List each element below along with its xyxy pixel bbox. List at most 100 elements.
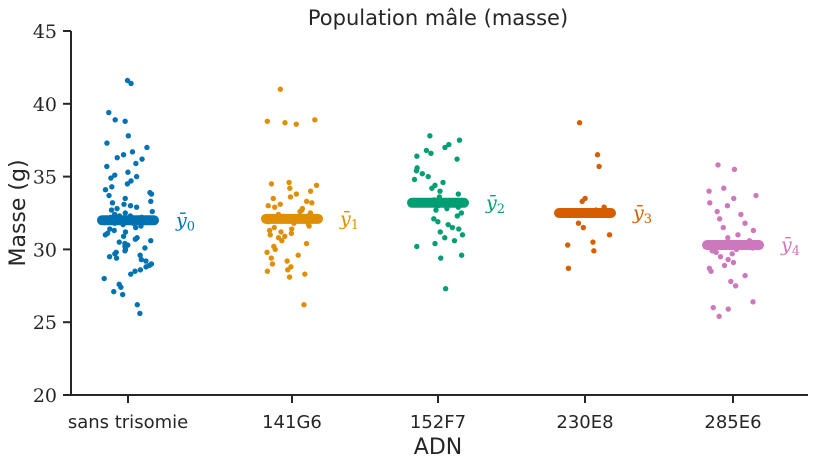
data-point [596,163,602,170]
data-point [139,156,145,162]
data-point [114,154,120,161]
data-point [127,203,134,209]
data-point [442,144,448,151]
data-point [313,182,320,189]
data-point [133,204,140,210]
data-point [454,156,460,162]
data-point [282,120,288,126]
data-point [707,200,713,206]
data-point [297,208,303,215]
data-point [716,216,723,222]
data-point [458,252,465,258]
data-point [286,179,292,186]
data-point [306,223,312,229]
data-point [414,243,420,250]
mean-label: ȳ4 [780,234,800,259]
data-point [721,262,728,269]
data-point [143,258,149,264]
data-point [268,255,275,261]
data-point [735,232,741,238]
data-point [282,233,288,239]
data-point [590,239,596,245]
data-point [149,208,155,215]
data-point [148,237,154,244]
data-point [104,163,110,170]
data-point [138,256,145,263]
x-tick-label: 152F7 [410,412,466,433]
data-point [303,198,310,205]
data-point [720,224,726,231]
data-point [265,203,271,209]
data-point [143,264,149,270]
mean-label: ȳ3 [632,202,652,227]
x-tick-label: sans trisomie [68,412,188,433]
data-point [309,200,315,206]
data-point [730,259,737,266]
data-point [456,137,463,143]
data-point [750,299,756,305]
data-point [108,207,115,213]
data-point [111,227,117,234]
data-point [428,150,434,157]
data-point [289,226,295,232]
data-point [109,184,115,190]
data-point [721,185,727,191]
data-point [277,201,283,207]
data-point [716,313,722,320]
data-point [118,284,124,290]
y-tick-label: 25 [33,312,57,334]
data-point [269,261,276,267]
data-point [708,268,714,274]
data-point [272,246,278,253]
data-point [104,140,110,146]
data-point [132,236,139,242]
x-tick-label: 141G6 [262,412,322,433]
data-point [122,210,128,216]
data-point [271,224,277,231]
data-point [285,267,291,273]
plot-area: 20 25 30 35 40 45 sans trisomie 141G6 152F7 230E8… [33,21,808,433]
data-point [710,304,716,311]
data-point [442,286,449,292]
data-point [293,121,299,127]
data-point [738,211,744,218]
data-point [725,306,731,312]
data-point [125,133,132,139]
data-point [459,232,466,238]
data-point [565,265,572,272]
data-point [267,232,273,238]
data-point [134,302,140,308]
data-point [438,255,444,261]
mean-label: ȳ1 [339,208,359,233]
data-point [419,170,426,177]
data-point [449,224,456,231]
data-point [101,275,107,282]
data-point [575,220,582,226]
data-point [121,201,127,207]
data-point [277,86,284,92]
data-point [431,216,437,222]
data-point [731,195,737,202]
data-point [109,200,116,206]
data-point [413,168,420,174]
data-point [742,272,748,279]
data-point [414,153,420,159]
data-point [107,226,113,232]
data-point [455,191,462,197]
data-point [108,175,114,181]
data-point [264,268,271,274]
data-point [137,310,143,317]
data-point [437,188,443,194]
data-point [440,179,446,186]
data-point [279,237,285,244]
data-point [112,172,118,178]
data-point [278,229,284,235]
data-point [423,147,430,154]
data-point [451,237,458,244]
data-point [307,188,314,194]
data-point [128,178,134,184]
x-tick-label: 230E8 [556,412,613,433]
data-point [124,181,131,187]
data-point [301,302,307,308]
